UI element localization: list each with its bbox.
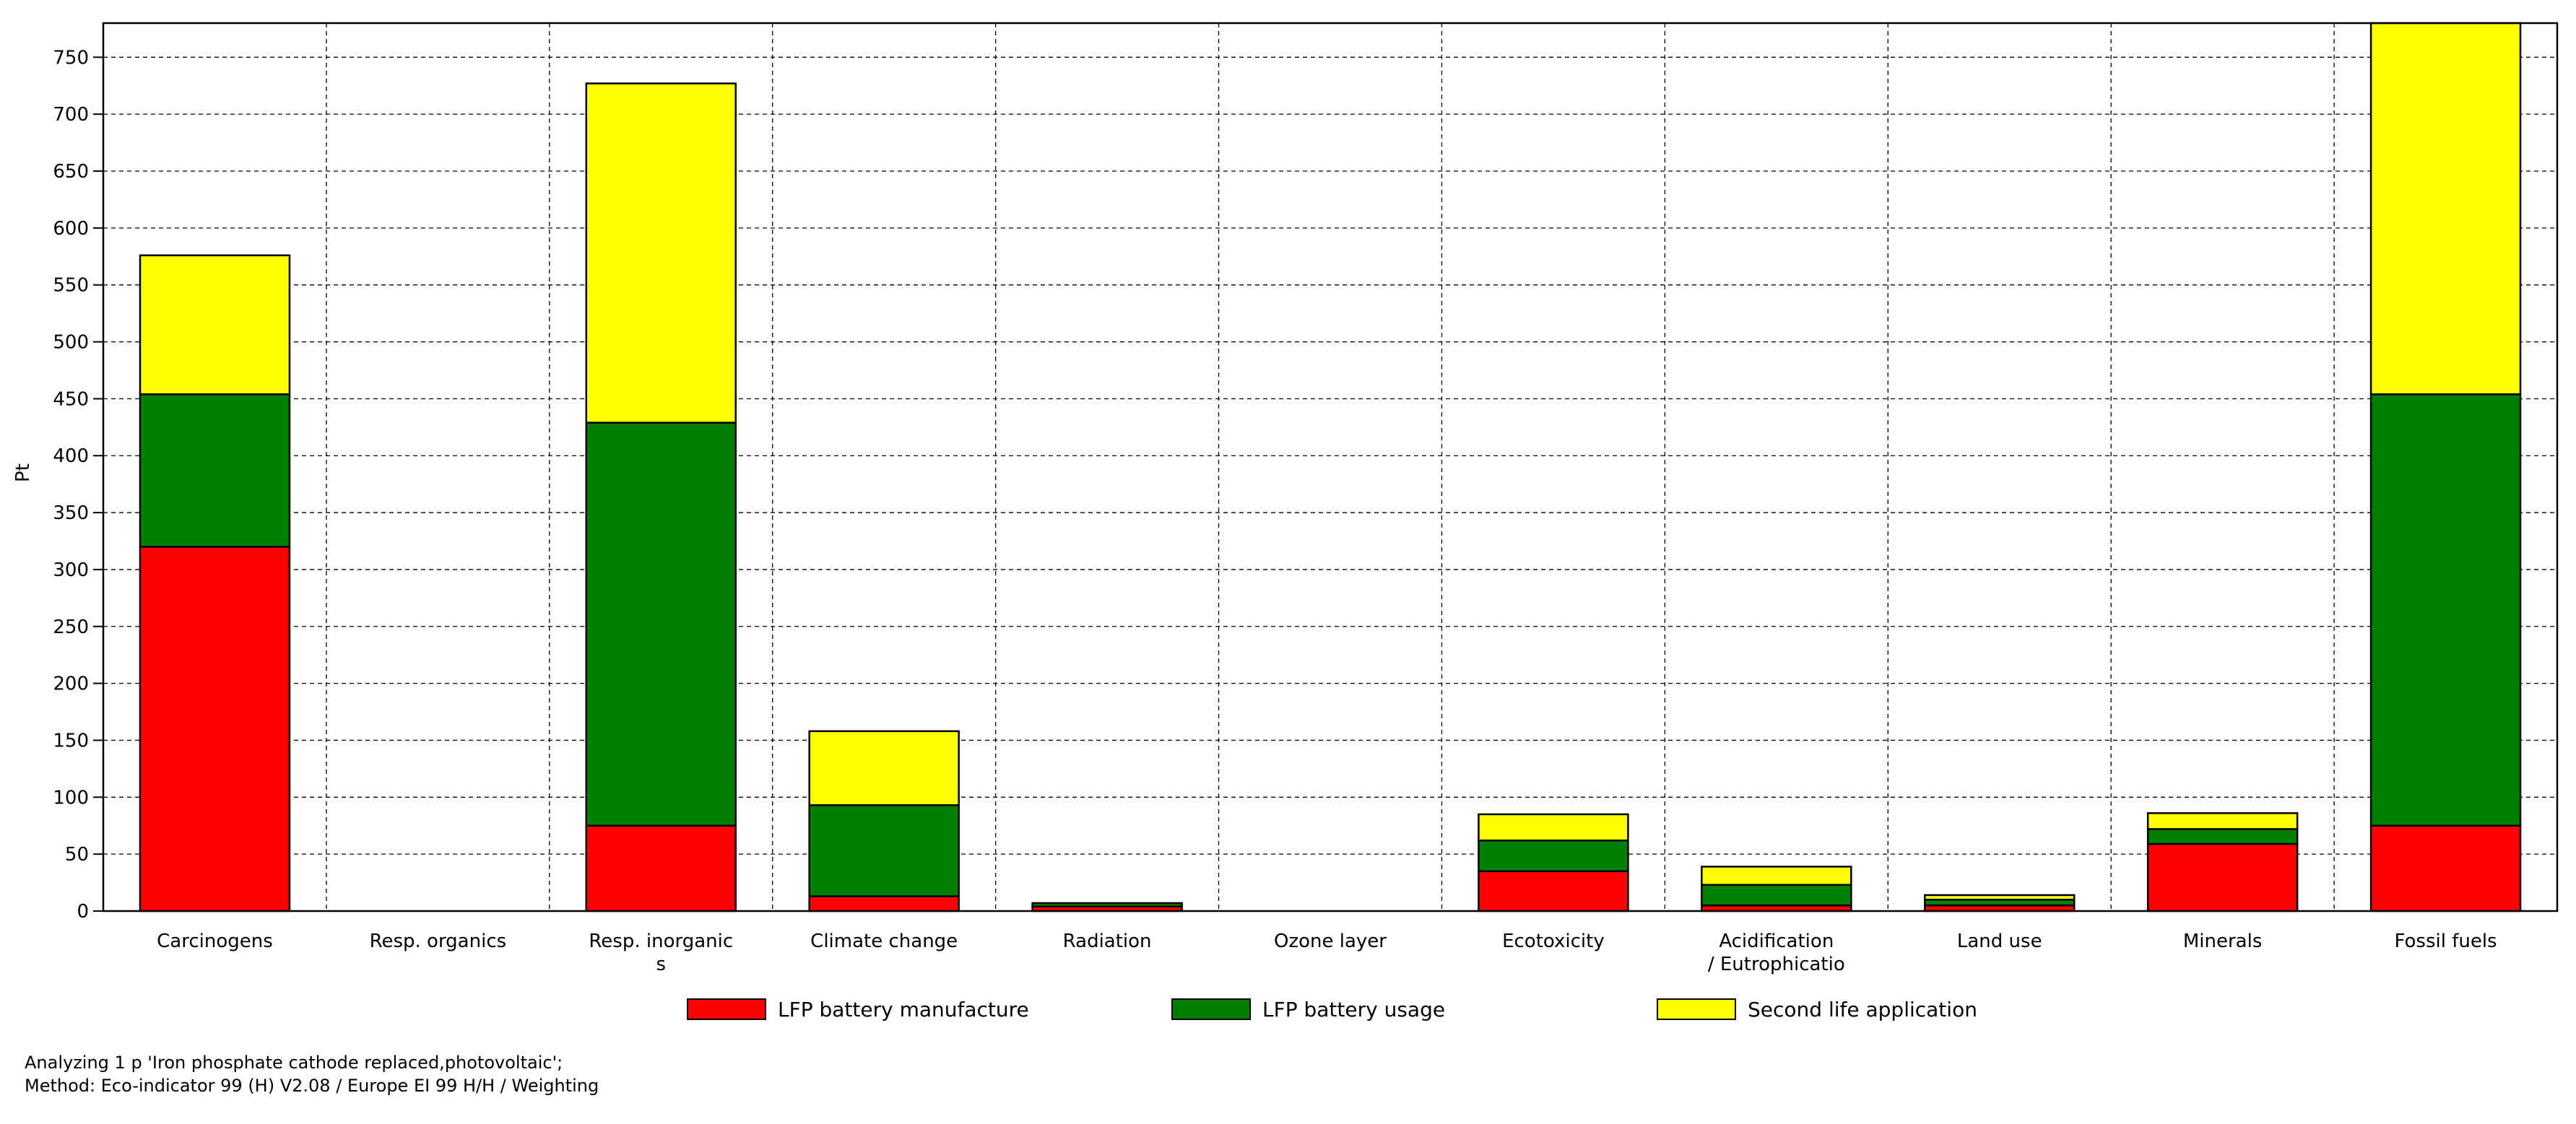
y-axis-label: Pt [12, 463, 34, 482]
x-tick-label: Fossil fuels [2394, 931, 2497, 952]
legend-swatch [1657, 998, 1736, 1020]
y-tick-label: 600 [53, 218, 89, 240]
x-tick-label: Climate change [810, 931, 958, 952]
bar-segment [1701, 884, 1852, 907]
bar-segment [808, 895, 960, 912]
legend-label: LFP battery usage [1262, 998, 1445, 1021]
labels-layer: 0 50 100 150 200 250 300 350 400 450 500 550 600 650 7… [12, 47, 2497, 975]
bar-segment [2369, 824, 2522, 912]
bar-segment [1031, 902, 1183, 907]
y-tick-label: 350 [53, 502, 89, 524]
bar-segment [2369, 393, 2522, 827]
bar-segment [808, 730, 960, 806]
bar-segment [139, 546, 291, 912]
x-tick-label: Resp. organics [370, 931, 507, 952]
y-tick-label: 700 [53, 104, 89, 126]
bar-segment [585, 824, 737, 912]
y-tick-label: 150 [53, 730, 89, 751]
axis-layer [93, 22, 2559, 912]
bar-segment [585, 422, 737, 827]
x-tick-label: Radiation [1063, 931, 1152, 952]
x-tick-label: Acidification / Eutrophicatio [1708, 931, 1845, 975]
bar-segment [1923, 894, 2076, 901]
plot-frame [102, 22, 2559, 912]
y-tick-label: 400 [53, 445, 89, 467]
x-tick-label: Land use [1957, 931, 2042, 952]
legend: LFP battery manufacture LFP battery usage… [687, 998, 1977, 1021]
legend-label: Second life application [1748, 998, 1977, 1021]
bar-segment [1478, 813, 1629, 842]
bar-segment [1478, 839, 1629, 873]
y-tick-label: 550 [53, 275, 89, 297]
bar-segment [808, 804, 960, 897]
x-tick-label: Ozone layer [1274, 931, 1387, 952]
y-tick-label: 100 [53, 787, 89, 809]
y-tick-label: 450 [53, 388, 89, 410]
y-tick-label: 750 [53, 47, 89, 69]
legend-swatch [687, 998, 766, 1020]
grid-layer [103, 23, 2557, 911]
y-tick-label: 0 [77, 901, 89, 923]
bar-segment [585, 82, 737, 424]
y-tick-label: 200 [53, 674, 89, 695]
y-tick-label: 650 [53, 161, 89, 183]
x-tick-label: Minerals [2183, 931, 2263, 952]
bar-segment [1701, 866, 1852, 886]
legend-swatch [1171, 998, 1251, 1020]
y-tick-label: 50 [65, 844, 89, 866]
x-tick-label: Resp. inorganic s [589, 931, 733, 975]
y-tick-label: 250 [53, 617, 89, 638]
bars-layer [139, 22, 2522, 912]
legend-label: LFP battery manufacture [778, 998, 1029, 1021]
bar-segment [139, 254, 291, 396]
bar-segment [2146, 812, 2299, 830]
bar-segment [2369, 22, 2522, 396]
bar-segment [2146, 828, 2299, 845]
y-tick-label: 500 [53, 332, 89, 354]
x-tick-label: Carcinogens [157, 931, 273, 952]
x-tick-label: Ecotoxicity [1502, 931, 1605, 952]
bar-segment [1478, 870, 1629, 912]
bar-segment [139, 393, 291, 548]
bar-segment [2146, 842, 2299, 912]
y-tick-label: 300 [53, 559, 89, 581]
footer-method-text: Method: Eco-indicator 99 (H) V2.08 / Eur… [25, 1076, 599, 1096]
footer-analysis-text: Analyzing 1 p 'Iron phosphate cathode re… [25, 1053, 563, 1073]
